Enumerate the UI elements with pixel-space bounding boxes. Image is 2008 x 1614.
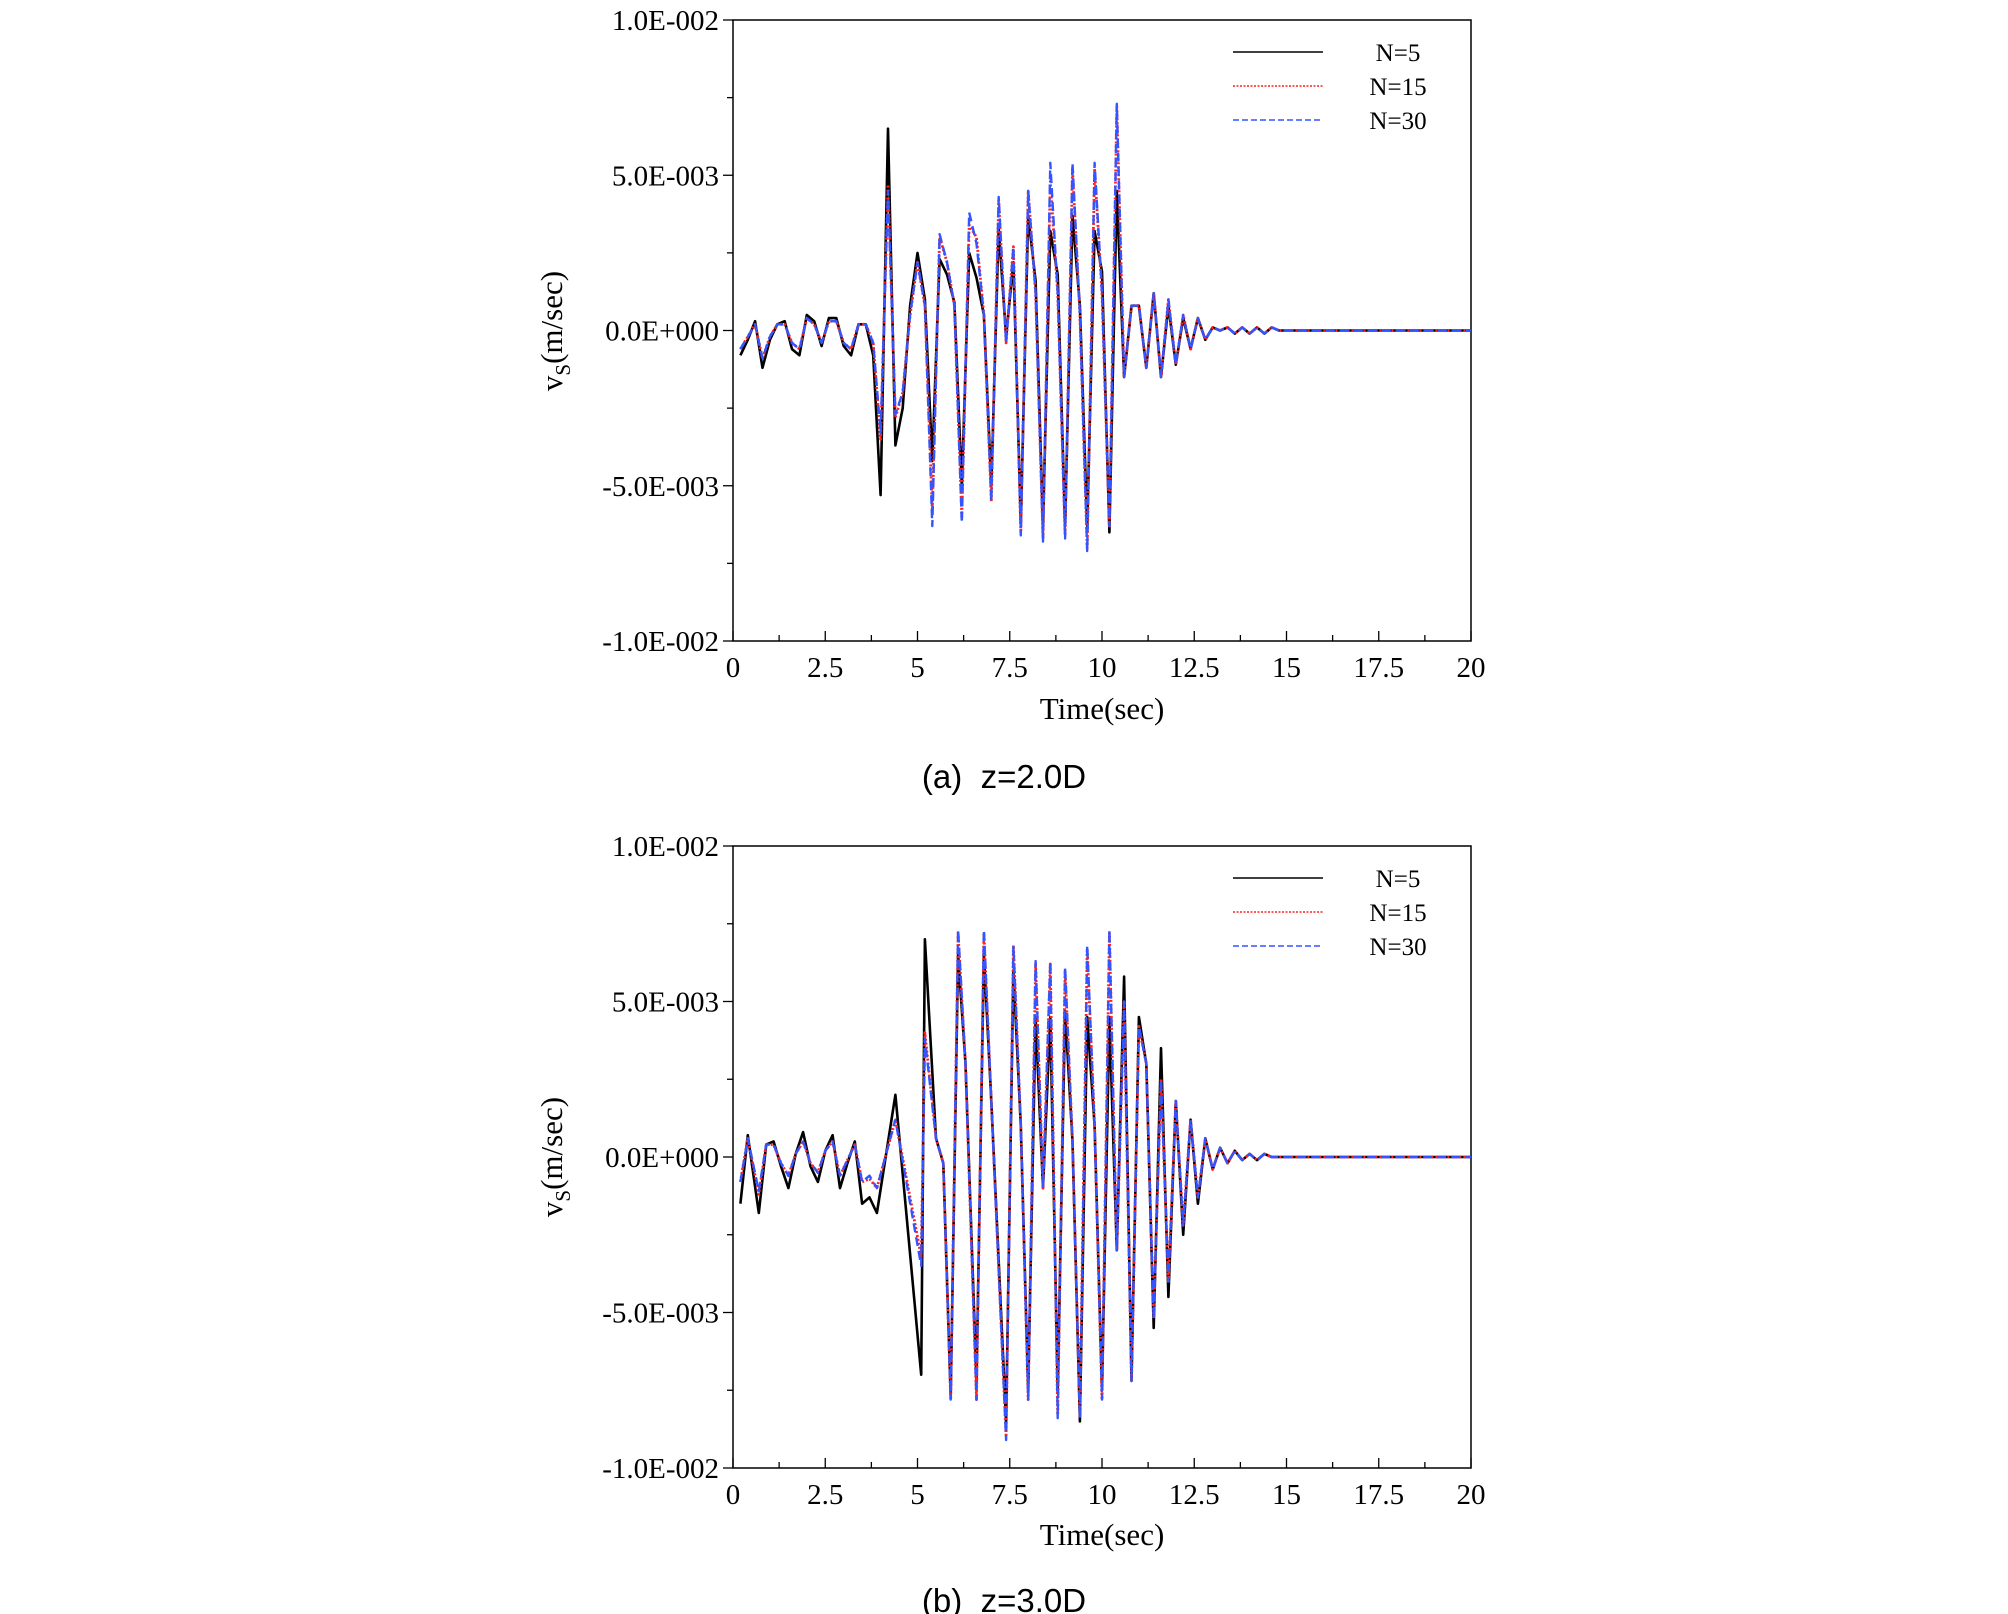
x-tick-label: 20 [1457,1479,1486,1511]
legend-label: N=15 [1369,74,1426,101]
legend-label: N=5 [1376,866,1421,893]
series-line-n15 [739,105,1471,550]
x-ticks: 0 2.5 5 7.5 10 12.5 15 17.5 20 [726,1458,1486,1511]
x-tick-label: 2.5 [807,1479,843,1511]
x-tick-label: 2.5 [807,652,843,684]
y-tick-label: -5.0E-003 [602,471,719,503]
y-ticks: 1.0E-002 5.0E-003 0.0E+000 -5.0E-003 -1.0E-0… [602,831,733,1485]
x-tick-label: 10 [1088,652,1117,684]
x-tick-label: 17.5 [1353,1479,1404,1511]
x-tick-label: 10 [1088,1479,1117,1511]
x-tick-label: 12.5 [1169,1479,1220,1511]
x-tick-label: 17.5 [1353,652,1404,684]
x-tick-label: 7.5 [992,652,1028,684]
y-ticks: 1.0E-002 5.0E-003 0.0E+000 -5.0E-003 -1.0E-0… [602,5,733,658]
x-ticks: 0 2.5 5 7.5 10 12.5 15 17.5 20 [726,631,1486,684]
legend: N=5 N=15 N=30 [1233,40,1427,135]
legend-label: N=15 [1369,900,1426,927]
series-line-n30 [739,928,1471,1442]
legend-label: N=30 [1369,934,1426,961]
y-tick-label: -5.0E-003 [602,1298,719,1330]
y-axis-title-main: v [534,1201,569,1217]
x-tick-label: 0 [726,652,741,684]
svg-text:vS(m/sec): vS(m/sec) [534,1097,575,1217]
y-tick-label: 5.0E-003 [612,987,719,1019]
series-layer [739,102,1471,553]
x-tick-label: 5 [910,1479,925,1511]
x-axis-title: Time(sec) [1040,1517,1165,1552]
y-tick-label: 0.0E+000 [605,1142,719,1174]
y-axis-title-main: v [534,375,569,391]
y-tick-label: 1.0E-002 [612,831,719,863]
y-axis-title-sub: S [551,1190,575,1202]
x-tick-label: 15 [1272,652,1301,684]
caption-b: (b) z=3.0D [922,1582,1086,1614]
x-axis-title: Time(sec) [1040,691,1165,726]
y-tick-label: 1.0E-002 [612,5,719,37]
chart-panel-b: 1.0E-002 5.0E-003 0.0E+000 -5.0E-003 -1.0E-0… [534,831,1486,1614]
chart-panel-a: 1.0E-002 5.0E-003 0.0E+000 -5.0E-003 -1.0E-0… [534,5,1486,795]
y-tick-label: 5.0E-003 [612,160,719,192]
y-axis-title: vS(m/sec) [534,1097,575,1217]
y-axis-title-unit: (m/sec) [534,1097,569,1190]
caption-a: (a) z=2.0D [922,758,1086,795]
x-tick-label: 5 [910,652,925,684]
series-layer [739,928,1471,1442]
legend-label: N=5 [1376,40,1421,67]
series-line-n30 [739,102,1471,553]
x-tick-label: 7.5 [992,1479,1028,1511]
x-tick-label: 20 [1457,652,1486,684]
x-tick-label: 0 [726,1479,741,1511]
x-tick-label: 15 [1272,1479,1301,1511]
svg-text:vS(m/sec): vS(m/sec) [534,271,575,391]
y-tick-label: -1.0E-002 [602,626,719,658]
y-tick-label: -1.0E-002 [602,1453,719,1485]
y-axis-title-sub: S [551,364,575,376]
legend-label: N=30 [1369,108,1426,135]
legend: N=5 N=15 N=30 [1233,866,1427,961]
x-tick-label: 12.5 [1169,652,1220,684]
y-axis-title-unit: (m/sec) [534,271,569,364]
y-tick-label: 0.0E+000 [605,316,719,348]
y-axis-title: vS(m/sec) [534,271,575,391]
